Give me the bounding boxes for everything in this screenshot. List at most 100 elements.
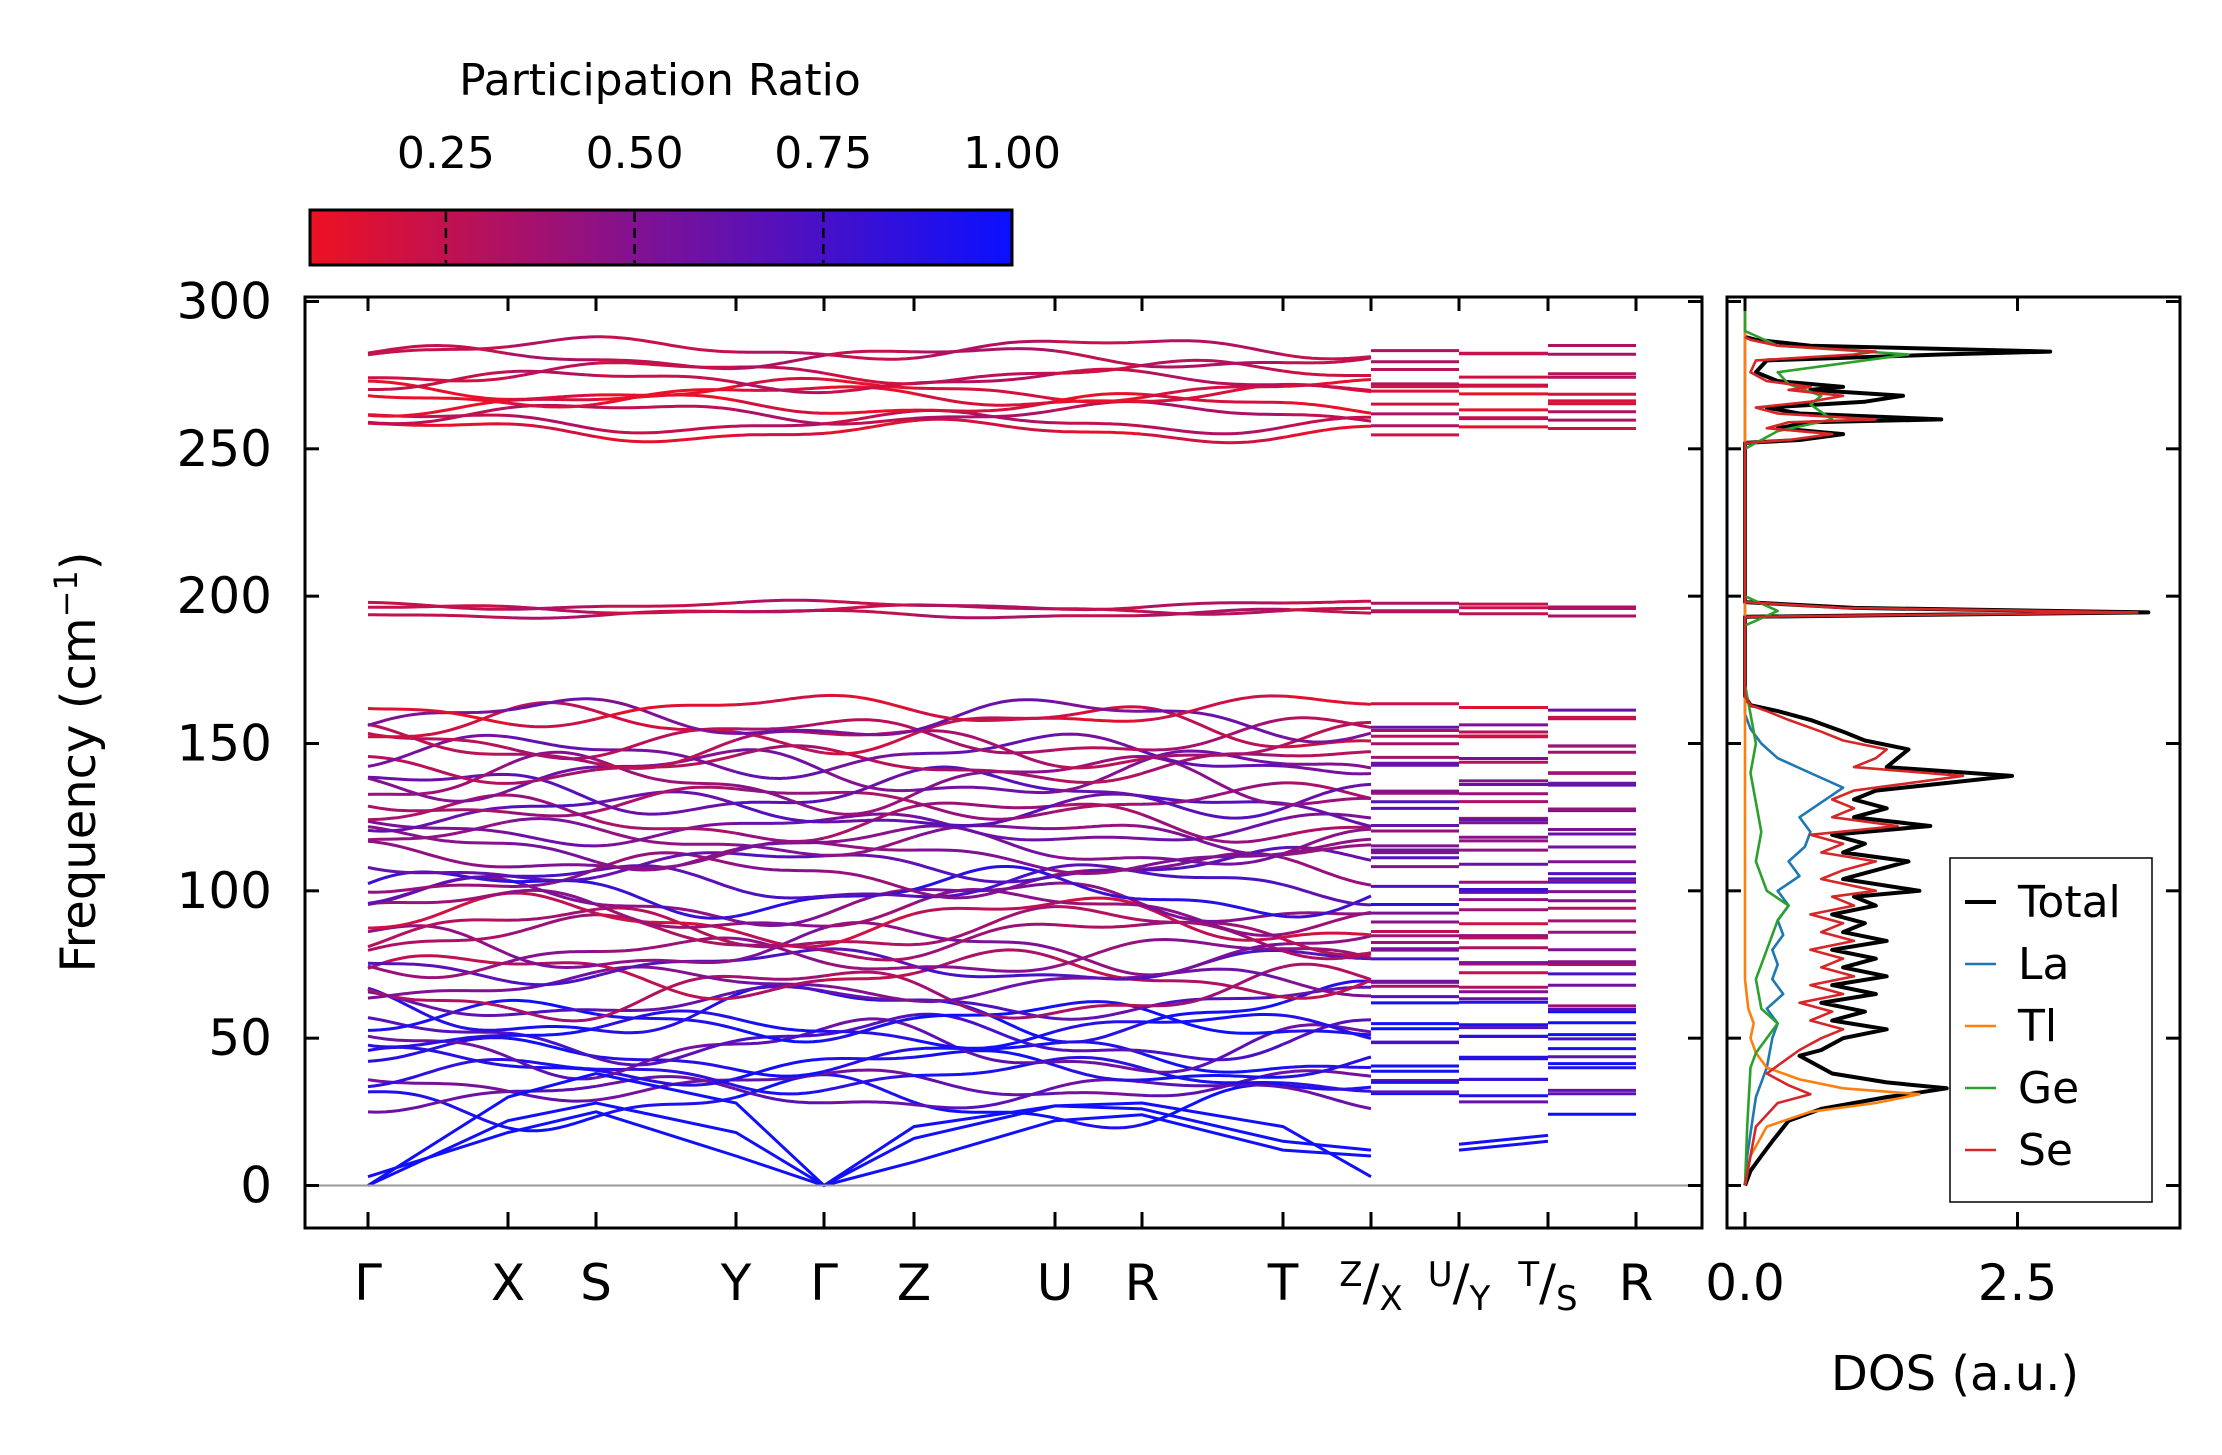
band-line [913,785,1056,795]
band-line [1141,1001,1284,1026]
band-line [507,913,597,936]
band-line [824,609,915,617]
dos-series-total [1743,334,2151,1187]
band-line [1141,1080,1284,1089]
band-line [1141,852,1284,866]
band-line [1282,415,1371,429]
band-line [507,1064,597,1072]
colorbar-ticks: 0.25 0.50 0.75 1.00 [397,128,1061,263]
band-line [507,842,597,864]
band-line [367,804,509,814]
band-line [1282,731,1372,744]
band-line [913,981,1056,1020]
band-line [595,1039,737,1067]
band-line [1054,363,1143,375]
k-point-label: Z/X [1339,1254,1402,1319]
band-line [1054,759,1143,794]
band-line [913,905,1056,946]
band-line [1282,356,1372,365]
band-line [736,608,825,614]
band-line [507,1006,597,1023]
band-line [1141,795,1284,820]
band-line [1054,392,1143,403]
band-line [1282,949,1372,961]
dos-axes: 0.0 2.5 [1705,297,2180,1312]
band-line [367,399,509,418]
band-line [507,605,597,614]
band-line [735,863,825,873]
legend-label-se: Se [2018,1125,2073,1176]
band-line [595,826,737,847]
band-line [735,974,825,981]
band-line [913,865,1056,891]
k-point-label: T/S [1517,1254,1577,1319]
y-tick-label: 150 [177,714,272,772]
band-line [1054,757,1143,770]
band-line [1282,353,1372,361]
band-line [913,977,1056,1004]
band-line [595,882,737,920]
band-line [367,722,508,756]
band-line [1054,429,1143,436]
band-line [595,851,737,871]
band-line [367,762,509,796]
band-line [1054,700,1142,713]
band-line [367,755,508,785]
band-line [508,863,597,869]
band-line [368,370,509,391]
band-line [595,790,737,806]
band-line [823,792,915,816]
band-line [507,422,597,439]
band-line [824,1073,915,1104]
band-line [823,812,915,822]
band-line [1141,424,1284,436]
band-line [595,903,737,929]
band-line [913,901,1056,916]
band-line [1282,413,1372,423]
band-line [507,361,597,380]
band-line [913,769,1056,796]
band-line [913,417,1056,433]
band-line [735,913,825,927]
band-line [913,386,1056,401]
band-line [507,773,597,803]
acoustic-branch [367,1071,1372,1188]
y-axis-label: Frequency (cm−1) [47,551,107,972]
band-line [1141,903,1284,937]
band-line [913,1086,1056,1110]
band-line [1054,875,1143,901]
band-line [367,345,509,357]
band-line [1054,896,1143,908]
band-line [913,1049,1056,1067]
dos-frame [1725,295,2182,1230]
band-line [1141,607,1284,617]
dos-panel: 0.0 2.5 DOS (a.u.) Total La Tl Ge Se [1705,295,2182,1402]
band-line [1054,1063,1143,1082]
band-line [1054,605,1143,612]
band-line [1282,401,1372,415]
band-line [1141,709,1284,739]
band-line [1141,1074,1284,1082]
band-line [913,964,1056,979]
band-line [735,1027,825,1044]
band-line [1141,392,1284,404]
band-line [823,599,915,607]
band-line [507,1008,596,1017]
band-line [596,335,737,354]
band-line [507,717,597,729]
band-line [1141,370,1283,387]
band-line [1054,396,1143,404]
band-line [507,746,597,761]
band-line [595,958,737,967]
band-line [507,335,597,349]
band-line [1141,824,1284,857]
band-line [1054,746,1143,752]
k-point-label: U [1037,1254,1074,1312]
band-line [1055,905,1143,922]
band-line [1141,361,1284,369]
band-line [823,352,915,361]
band-line [1282,1085,1372,1111]
band-line [1141,749,1284,768]
band-line [595,384,737,397]
